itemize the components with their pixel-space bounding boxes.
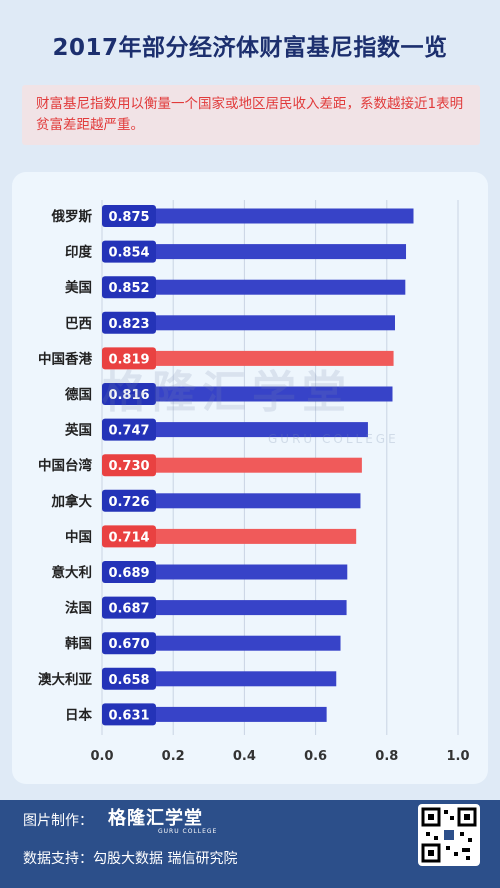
bar-chart: 0.0 0.2 0.4 0.6 0.8 1.0 俄罗斯 0.875 印度 0.854 美国 0.852… (38, 200, 470, 764)
bar (102, 706, 327, 722)
bar (102, 422, 368, 438)
data-label: 0.658 (108, 673, 149, 688)
value-tag (102, 205, 156, 227)
value-tag (102, 703, 156, 726)
bar (102, 635, 341, 651)
category-label: 俄罗斯 (51, 208, 93, 225)
value-tag (102, 418, 156, 441)
bar (102, 386, 393, 402)
value-tag (102, 596, 156, 619)
category-label: 中国台湾 (38, 457, 92, 474)
value-tag (102, 383, 156, 405)
footer (0, 800, 500, 888)
category-label: 印度 (65, 244, 92, 261)
bar (102, 564, 348, 580)
bar (102, 457, 362, 473)
value-tag (102, 240, 156, 263)
category-label: 中国香港 (38, 350, 92, 367)
x-tick-label: 0.0 (90, 749, 113, 764)
data-label: 0.823 (108, 317, 149, 332)
made-by-label: 图片制作： (23, 813, 93, 829)
data-label: 0.875 (108, 210, 149, 225)
data-label: 0.852 (108, 281, 149, 296)
footer-logo: 格隆汇学堂 (108, 808, 203, 829)
data-label: 0.726 (108, 495, 149, 510)
data-label: 0.816 (108, 388, 149, 403)
category-label: 中国 (65, 528, 92, 545)
watermark: 格隆汇学堂 (102, 367, 352, 418)
watermark-sub: GURU COLLEGE (268, 432, 399, 446)
subtitle-box (22, 85, 480, 145)
category-label: 韩国 (65, 635, 92, 652)
bar (102, 671, 337, 687)
x-tick-label: 0.6 (304, 749, 327, 764)
category-label: 澳大利亚 (38, 671, 92, 688)
data-label: 0.670 (108, 637, 149, 652)
category-label: 德国 (65, 386, 92, 403)
value-tag (102, 489, 156, 512)
value-tag (102, 632, 156, 655)
value-tag (102, 454, 156, 477)
bar (102, 493, 361, 509)
value-tag (102, 347, 156, 370)
x-tick-label: 0.2 (162, 749, 185, 764)
category-label: 日本 (65, 706, 92, 723)
data-source: 数据支持：勾股大数据 瑞信研究院 (23, 851, 238, 867)
bar (102, 600, 347, 616)
value-tag (102, 276, 156, 299)
bar (102, 315, 395, 331)
qr-code-icon (418, 804, 480, 866)
category-label: 加拿大 (51, 493, 93, 510)
bar (102, 350, 394, 366)
footer-logo-sub: GURU COLLEGE (158, 828, 218, 835)
value-tag (102, 525, 156, 548)
category-label: 意大利 (52, 564, 93, 581)
bar (102, 244, 407, 260)
page-title: 2017年部分经济体财富基尼指数一览 (52, 35, 448, 61)
bar (102, 528, 357, 544)
category-label: 英国 (64, 422, 92, 439)
data-label: 0.730 (108, 459, 149, 474)
subtitle: 财富基尼指数用以衡量一个国家或地区居民收入差距，系数越接近1表明贫富差距越严重。 (36, 96, 464, 133)
data-label: 0.689 (108, 566, 149, 581)
value-tag (102, 561, 156, 583)
x-tick-label: 1.0 (446, 749, 469, 764)
data-label: 0.714 (108, 530, 149, 545)
data-label: 0.819 (108, 352, 149, 367)
value-tag (102, 667, 156, 690)
bar (102, 279, 406, 295)
data-label: 0.631 (108, 708, 149, 723)
data-label: 0.687 (108, 602, 149, 617)
category-label: 法国 (65, 600, 92, 617)
value-tag (102, 311, 156, 334)
data-label: 0.747 (108, 424, 149, 439)
x-tick-label: 0.4 (233, 749, 256, 764)
category-label: 美国 (65, 279, 92, 296)
data-label: 0.854 (108, 246, 149, 261)
x-tick-label: 0.8 (375, 749, 398, 764)
bar (102, 208, 414, 224)
category-label: 巴西 (65, 316, 92, 332)
